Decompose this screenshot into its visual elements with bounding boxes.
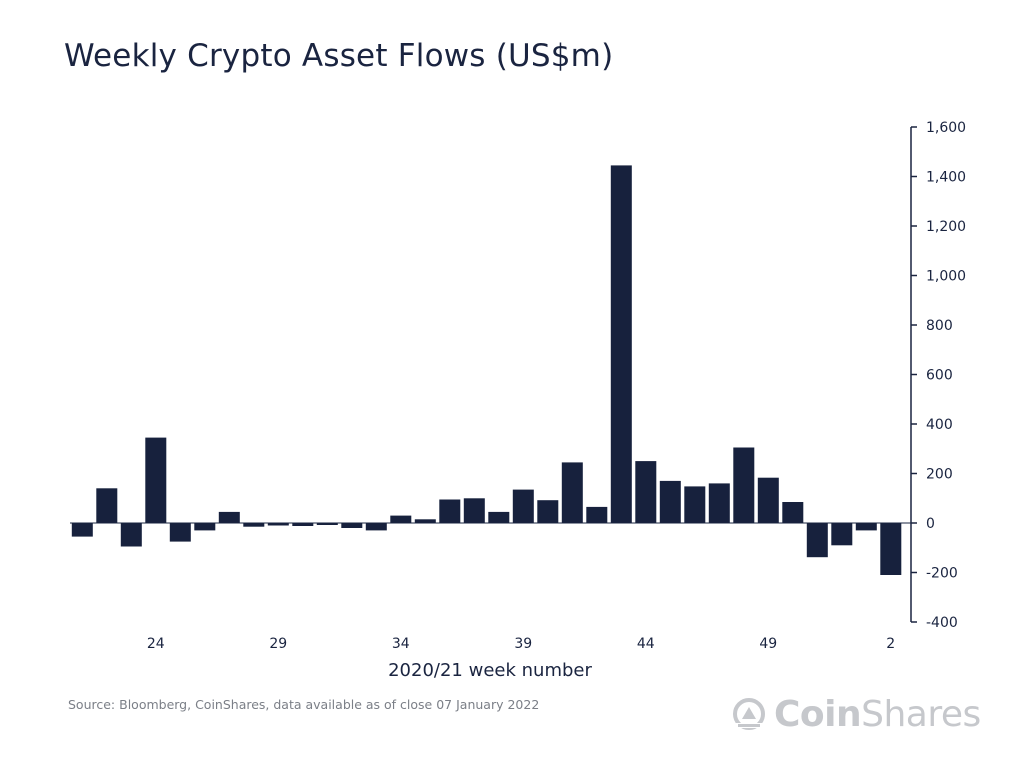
bar — [96, 488, 118, 523]
bar — [71, 523, 93, 537]
y-axis: 1,600 1,400 1,200 1,000 800 600 400 200 0 -200 -40… — [910, 120, 966, 631]
bar — [733, 447, 755, 523]
bar — [439, 499, 461, 523]
source-note: Source: Bloomberg, CoinShares, data avai… — [68, 697, 540, 712]
bar — [341, 523, 363, 528]
y-tick-label: 1,400 — [926, 170, 966, 186]
bar — [757, 477, 779, 523]
bar — [831, 523, 853, 546]
y-tick-label: 1,000 — [926, 269, 966, 285]
x-tick-label: 34 — [392, 636, 410, 652]
y-tick-label: -200 — [926, 566, 958, 582]
logo-text-coin: Coin — [774, 693, 862, 735]
x-tick-label: 2 — [886, 636, 895, 652]
bar — [267, 523, 289, 526]
y-tick-label: 0 — [926, 516, 935, 532]
bar — [537, 500, 559, 523]
bar — [194, 523, 216, 531]
x-axis-ticks: 24 29 34 39 44 49 2 — [147, 636, 895, 652]
bar — [659, 480, 681, 523]
bar — [806, 523, 828, 558]
bar — [708, 483, 730, 523]
coinshares-logo: CoinShares — [732, 690, 981, 738]
chart-title: Weekly Crypto Asset Flows (US$m) — [64, 38, 614, 74]
y-tick-label: 800 — [926, 318, 953, 334]
x-tick-label: 49 — [759, 636, 777, 652]
bar-chart: 1,600 1,400 1,200 1,000 800 600 400 200 0 -200 -40… — [70, 120, 966, 680]
x-tick-label: 44 — [637, 636, 655, 652]
x-tick-label: 39 — [514, 636, 532, 652]
bar — [635, 461, 657, 523]
y-tick-label: -400 — [926, 615, 958, 631]
bar — [561, 462, 583, 523]
bar — [880, 523, 902, 575]
bar — [414, 519, 436, 523]
bar — [586, 506, 608, 523]
bar — [463, 498, 485, 524]
bar — [488, 511, 510, 523]
y-tick-label: 200 — [926, 467, 953, 483]
bar — [169, 523, 191, 542]
x-axis-label: 2020/21 week number — [388, 660, 592, 680]
y-tick-label: 1,200 — [926, 219, 966, 235]
bar — [390, 515, 412, 523]
bar — [365, 523, 387, 531]
y-tick-label: 600 — [926, 368, 953, 384]
bar — [292, 523, 314, 526]
x-tick-label: 29 — [269, 636, 287, 652]
bar — [243, 523, 265, 527]
bar — [316, 523, 338, 525]
x-tick-label: 24 — [147, 636, 165, 652]
bars-group — [70, 165, 911, 575]
bar — [145, 437, 167, 523]
bar — [218, 511, 240, 523]
bar — [512, 489, 534, 523]
y-tick-label: 1,600 — [926, 120, 966, 136]
bar — [684, 486, 706, 523]
logo-text: CoinShares — [774, 694, 981, 735]
bar — [120, 523, 142, 547]
coinshares-logo-icon — [733, 698, 765, 730]
bar — [782, 502, 804, 523]
bar — [610, 165, 632, 523]
logo-text-shares: Shares — [861, 693, 981, 735]
y-tick-label: 400 — [926, 417, 953, 433]
bar — [855, 523, 877, 531]
